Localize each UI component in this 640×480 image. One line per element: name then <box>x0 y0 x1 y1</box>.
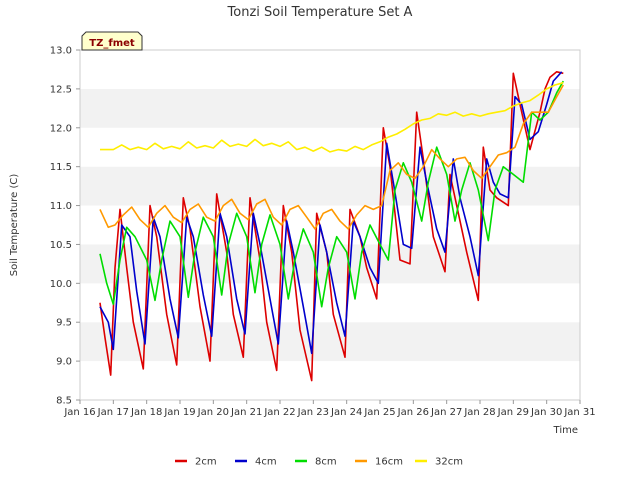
background-band <box>80 205 580 245</box>
background-band <box>80 88 580 128</box>
background-band <box>80 50 580 89</box>
legend-label-16cm: 16cm <box>375 457 403 468</box>
background-band <box>80 166 580 206</box>
x-tick-label: Jan 20 <box>197 407 229 418</box>
series-line-32cm <box>100 81 564 153</box>
x-tick-label: Jan 30 <box>530 407 562 418</box>
x-axis-label: Time <box>553 425 578 436</box>
y-tick-label: 13.0 <box>50 46 72 57</box>
x-tick-label: Jan 26 <box>397 407 429 418</box>
x-tick-label: Jan 17 <box>97 407 129 418</box>
series-lines <box>99 71 564 382</box>
background-bands <box>80 50 580 400</box>
badge-label: TZ_fmet <box>89 38 135 49</box>
legend: 2cm 4cm 8cm 16cm 32cm <box>175 457 463 468</box>
y-tick-label: 10.5 <box>50 240 72 251</box>
station-badge: TZ_fmet <box>81 31 143 51</box>
legend-label-32cm: 32cm <box>435 457 463 468</box>
y-tick-label: 10.0 <box>50 279 72 290</box>
x-tick-label: Jan 25 <box>363 407 395 418</box>
x-tick-label: Jan 21 <box>230 407 262 418</box>
plot-frame <box>79 49 581 401</box>
y-tick-label: 9.0 <box>56 357 72 368</box>
y-tick-label: 11.5 <box>50 162 72 173</box>
x-tick-label: Jan 24 <box>330 407 362 418</box>
background-band <box>80 127 580 167</box>
series-line-16cm <box>99 84 564 230</box>
y-tick-label: 11.0 <box>50 201 72 212</box>
series-line-4cm <box>99 71 563 355</box>
y-tick-label: 9.5 <box>56 318 72 329</box>
background-band <box>80 361 580 400</box>
x-tick-label: Jan 19 <box>163 407 195 418</box>
x-tick-label: Jan 29 <box>497 407 529 418</box>
y-axis-label: Soil Temperature (C) <box>9 174 20 277</box>
legend-label-4cm: 4cm <box>255 457 277 468</box>
x-tick-label: Jan 27 <box>430 407 462 418</box>
x-axis-ticks: Jan 16 Jan 17 Jan 18 Jan 19 Jan 20 Jan 21 Jan … <box>63 400 596 418</box>
y-tick-label: 12.5 <box>50 84 72 95</box>
x-tick-label: Jan 18 <box>130 407 162 418</box>
x-tick-label: Jan 16 <box>63 407 95 418</box>
y-tick-label: 12.0 <box>50 123 72 134</box>
x-tick-label: Jan 31 <box>563 407 595 418</box>
badge-box <box>81 31 143 51</box>
series-line-8cm <box>99 80 564 308</box>
legend-label-2cm: 2cm <box>195 457 217 468</box>
legend-label-8cm: 8cm <box>315 457 337 468</box>
x-tick-label: Jan 23 <box>297 407 329 418</box>
x-tick-label: Jan 22 <box>263 407 295 418</box>
x-tick-label: Jan 28 <box>463 407 495 418</box>
background-band <box>80 322 580 362</box>
y-axis-ticks: 8.5 9.0 9.5 10.0 10.5 11.0 11.5 12.0 12.5 13.0 <box>50 46 80 407</box>
series-line-2cm <box>99 71 564 382</box>
chart-title: Tonzi Soil Temperature Set A <box>227 5 413 20</box>
y-tick-label: 8.5 <box>56 396 72 407</box>
